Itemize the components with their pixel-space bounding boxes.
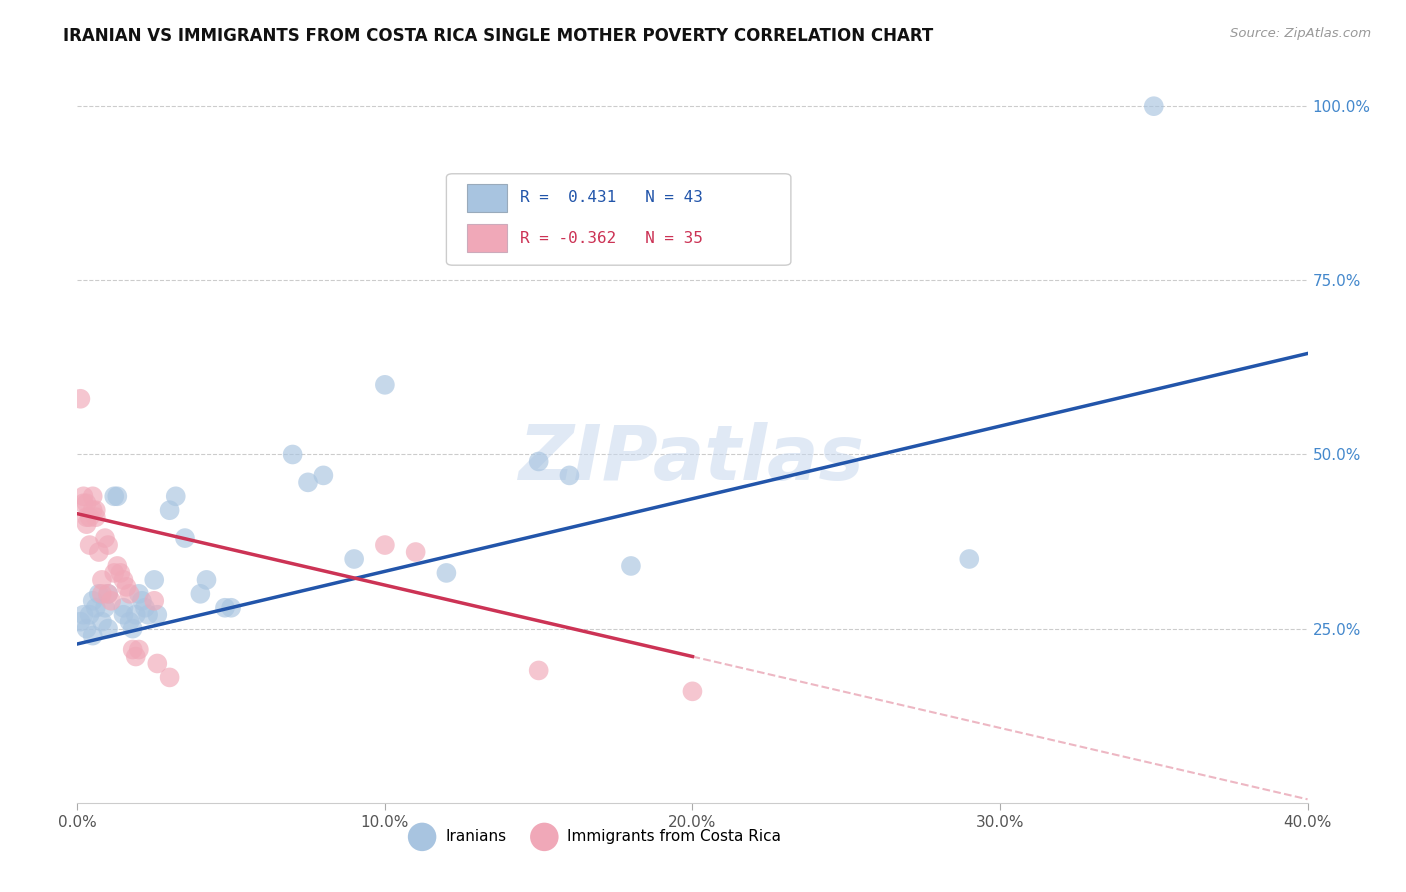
Point — [115, 580, 138, 594]
Point — [312, 468, 335, 483]
Point — [82, 594, 104, 608]
Point — [1143, 99, 1166, 113]
Point — [69, 392, 91, 406]
Bar — [467, 224, 506, 252]
Point — [159, 670, 181, 684]
Point — [112, 600, 135, 615]
Point — [90, 615, 114, 629]
Point — [143, 573, 166, 587]
Point — [76, 496, 98, 510]
Point — [374, 377, 396, 392]
Point — [94, 531, 117, 545]
Point — [69, 615, 91, 629]
Point — [90, 587, 114, 601]
Point — [97, 622, 120, 636]
FancyBboxPatch shape — [447, 174, 792, 265]
Bar — [467, 184, 506, 211]
Point — [146, 607, 169, 622]
Point — [343, 552, 366, 566]
Point — [527, 664, 550, 678]
Text: Source: ZipAtlas.com: Source: ZipAtlas.com — [1230, 27, 1371, 40]
Point — [84, 600, 107, 615]
Point — [76, 510, 98, 524]
Point — [620, 558, 643, 573]
Point — [94, 600, 117, 615]
Point — [103, 489, 125, 503]
Point — [90, 573, 114, 587]
Point — [405, 545, 427, 559]
Point — [128, 642, 150, 657]
Point — [76, 622, 98, 636]
Point — [103, 566, 125, 580]
Point — [100, 594, 122, 608]
Point — [281, 448, 304, 462]
Point — [76, 517, 98, 532]
Point — [174, 531, 197, 545]
Point — [87, 587, 110, 601]
Point — [957, 552, 980, 566]
Point — [558, 468, 581, 483]
Point — [72, 496, 94, 510]
Point — [72, 489, 94, 503]
Legend: Iranians, Immigrants from Costa Rica: Iranians, Immigrants from Costa Rica — [401, 822, 787, 850]
Point — [97, 538, 120, 552]
Point — [105, 489, 128, 503]
Point — [682, 684, 704, 698]
Text: ZIPatlas: ZIPatlas — [519, 422, 866, 496]
Point — [87, 545, 110, 559]
Point — [84, 503, 107, 517]
Point — [188, 587, 212, 601]
Point — [125, 607, 148, 622]
Text: R = -0.362   N = 35: R = -0.362 N = 35 — [520, 231, 703, 245]
Point — [118, 615, 141, 629]
Point — [436, 566, 458, 580]
Text: IRANIAN VS IMMIGRANTS FROM COSTA RICA SINGLE MOTHER POVERTY CORRELATION CHART: IRANIAN VS IMMIGRANTS FROM COSTA RICA SI… — [63, 27, 934, 45]
Point — [134, 600, 156, 615]
Point — [128, 587, 150, 601]
Point — [143, 594, 166, 608]
Point — [165, 489, 187, 503]
Point — [79, 607, 101, 622]
Point — [121, 622, 143, 636]
Point — [112, 607, 135, 622]
Point — [136, 607, 159, 622]
Point — [82, 629, 104, 643]
Point — [214, 600, 236, 615]
Point — [125, 649, 148, 664]
Point — [527, 454, 550, 468]
Point — [219, 600, 242, 615]
Point — [374, 538, 396, 552]
Point — [110, 566, 132, 580]
Point — [297, 475, 319, 490]
Point — [72, 607, 94, 622]
Point — [131, 594, 153, 608]
Point — [82, 503, 104, 517]
Point — [97, 587, 120, 601]
Point — [118, 587, 141, 601]
Text: R =  0.431   N = 43: R = 0.431 N = 43 — [520, 190, 703, 205]
Point — [195, 573, 218, 587]
Point — [97, 587, 120, 601]
Point — [79, 510, 101, 524]
Point — [82, 489, 104, 503]
Point — [112, 573, 135, 587]
Point — [159, 503, 181, 517]
Point — [79, 538, 101, 552]
Point — [105, 558, 128, 573]
Point — [121, 642, 143, 657]
Point — [84, 510, 107, 524]
Point — [146, 657, 169, 671]
